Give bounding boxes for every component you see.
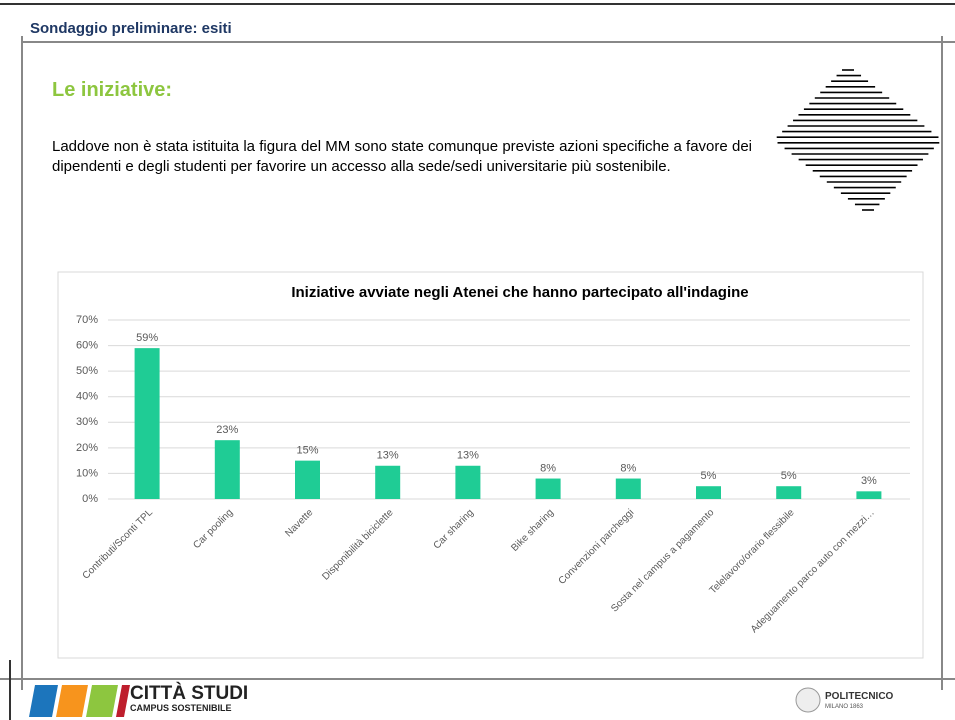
value-label: 23% — [216, 424, 238, 436]
value-label: 13% — [377, 450, 399, 462]
bar — [455, 465, 481, 499]
chart-box — [57, 271, 924, 659]
y-tick-label: 70% — [76, 314, 98, 326]
bar — [295, 460, 320, 499]
logo-subtext: MILANO 1863 — [825, 704, 864, 710]
decoration — [776, 69, 940, 211]
value-label: 5% — [781, 470, 797, 482]
y-tick-label: 30% — [76, 416, 98, 428]
bar — [776, 486, 802, 499]
bar — [696, 486, 721, 499]
header-title: Sondaggio preliminare: esiti — [30, 20, 232, 37]
bar — [535, 478, 561, 499]
logo-subtext: CAMPUS SOSTENIBILE — [130, 703, 232, 713]
section-title: Le iniziative: — [52, 79, 173, 101]
y-tick-label: 0% — [82, 493, 98, 505]
bar — [375, 465, 401, 499]
logo-shape — [116, 685, 130, 717]
value-label: 15% — [296, 445, 318, 457]
y-tick-label: 20% — [76, 442, 98, 454]
logo-shape — [56, 685, 88, 717]
y-tick-label: 60% — [76, 339, 98, 351]
y-tick-label: 40% — [76, 391, 98, 403]
value-label: 8% — [540, 462, 556, 474]
logo-text: POLITECNICO — [825, 691, 894, 702]
y-tick-label: 50% — [76, 365, 98, 377]
bar — [856, 491, 882, 499]
chart-title: Iniziative avviate negli Atenei che hann… — [291, 284, 748, 301]
bar — [615, 478, 641, 499]
logo-shape — [86, 685, 118, 717]
value-label: 13% — [457, 450, 479, 462]
paragraph: Laddove non è stata istituita la figura … — [52, 138, 752, 175]
value-label: 59% — [136, 332, 158, 344]
logo-seal — [795, 687, 821, 713]
bar — [214, 440, 240, 499]
value-label: 8% — [620, 462, 636, 474]
y-tick-label: 10% — [76, 467, 98, 479]
logo-shape — [29, 685, 58, 717]
logo-text: CITTÀ STUDI — [130, 683, 249, 704]
value-label: 3% — [861, 475, 877, 487]
value-label: 5% — [701, 470, 717, 482]
bar — [134, 348, 160, 499]
